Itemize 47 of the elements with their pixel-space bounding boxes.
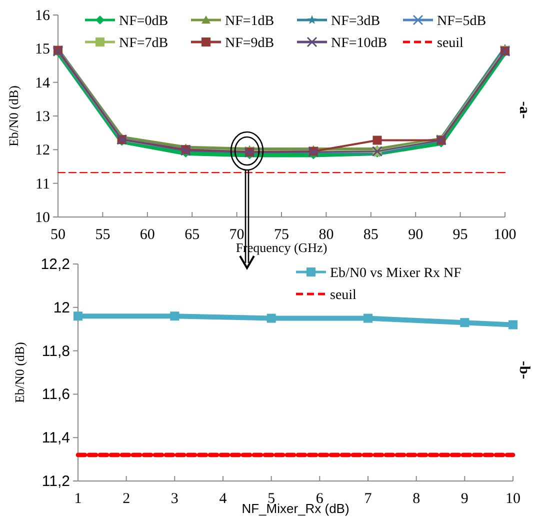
- y-tick-label: 12,2: [40, 256, 70, 273]
- legend-label: NF=1dB: [225, 14, 274, 29]
- x-tick-label: 4: [219, 491, 228, 507]
- x-tick-label: 95: [452, 227, 468, 243]
- x-tick-label: 7: [364, 491, 372, 507]
- text: -a-: [516, 101, 532, 119]
- legend-label: NF=0dB: [119, 14, 168, 29]
- x-tick-label: 85: [363, 227, 378, 243]
- x-tick-label: 50: [50, 227, 66, 243]
- y-axis-title: Eb/N0 (dB): [12, 342, 27, 404]
- y-tick-label: 11,8: [42, 342, 70, 360]
- legend-label: NF=9dB: [225, 36, 274, 51]
- legend-label: NF=5dB: [437, 14, 486, 29]
- x-tick-label: 1: [74, 491, 82, 507]
- x-tick-label: 6: [316, 491, 324, 507]
- y-tick-label: 11,6: [42, 386, 70, 404]
- x-tick-label: 3: [170, 491, 178, 507]
- legend-label: Eb/N0 vs Mixer Rx NF: [330, 266, 462, 281]
- y-tick-label: 14: [35, 75, 50, 92]
- x-tick-label: 65: [184, 227, 200, 243]
- text: -b-: [516, 360, 532, 380]
- y-tick-label: 12: [35, 142, 50, 159]
- y-tick-label: 13: [35, 109, 50, 125]
- legend-label: NF=3dB: [331, 14, 380, 29]
- legend-label: NF=10dB: [331, 36, 388, 51]
- y-tick-label: 11,4: [42, 430, 70, 447]
- y-axis-title: Eb/N0 (dB): [6, 85, 21, 147]
- y-tick-label: 10: [35, 210, 50, 226]
- x-tick-label: 90: [408, 227, 424, 243]
- x-tick-label: 75: [274, 227, 289, 243]
- legend-label: NF=7dB: [119, 36, 168, 51]
- legend-label: seuil: [330, 288, 357, 303]
- y-tick-label: 11,2: [42, 473, 70, 490]
- y-tick-label: 11: [36, 176, 50, 192]
- x-tick-label: 8: [412, 491, 420, 507]
- x-tick-label: 55: [95, 227, 110, 243]
- x-tick-label: 80: [318, 227, 334, 243]
- x-tick-label: 2: [122, 491, 130, 507]
- x-tick-label: 100: [494, 227, 516, 243]
- x-tick-label: 60: [140, 227, 155, 243]
- y-tick-label: 16: [35, 8, 50, 24]
- y-tick-label: 12: [53, 299, 70, 316]
- legend-label: seuil: [437, 36, 464, 51]
- x-tick-label: 9: [460, 491, 468, 507]
- x-tick-label: 10: [506, 491, 520, 507]
- y-tick-label: 15: [35, 42, 50, 58]
- x-tick-label: 70: [229, 227, 244, 243]
